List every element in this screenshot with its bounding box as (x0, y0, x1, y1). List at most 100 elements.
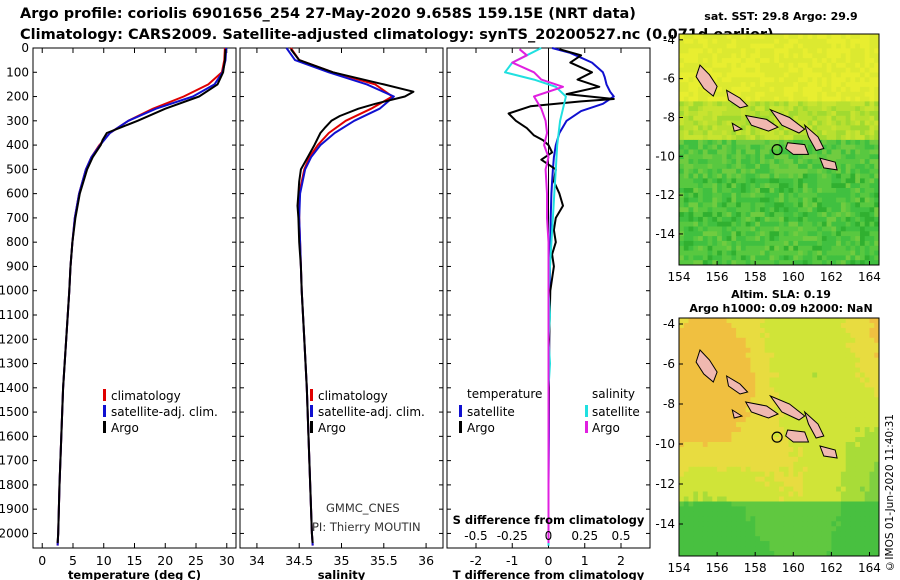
map-cell (698, 154, 704, 160)
map-cell (831, 120, 837, 126)
map-cell (736, 245, 742, 252)
map-cell (740, 382, 747, 388)
map-cell (783, 466, 790, 473)
map-cell (864, 48, 870, 54)
map-cell (731, 197, 737, 203)
map-cell (783, 197, 790, 203)
map-cell (693, 144, 699, 150)
legend-title-salinity: salinity (592, 387, 635, 401)
map-cell (679, 188, 685, 194)
map-cell (683, 125, 690, 131)
map-cell (817, 526, 823, 532)
map-cell (712, 240, 718, 247)
map-cell (860, 135, 866, 141)
map-cell (702, 531, 709, 537)
map-cell (788, 461, 794, 468)
map-cell (764, 115, 770, 122)
map-cell (774, 43, 780, 49)
map-cell (850, 178, 856, 184)
map-cell (845, 347, 851, 354)
map-cell (869, 437, 875, 443)
map-cell (798, 91, 804, 98)
map-cell (688, 192, 694, 199)
map-cell (702, 240, 709, 247)
map-cell (831, 318, 837, 324)
map-cell (802, 382, 809, 388)
map-cell (798, 531, 804, 537)
map-cell (855, 144, 861, 150)
map-cell (817, 197, 823, 203)
map-cell (845, 58, 851, 64)
map-cell (698, 422, 704, 428)
map-cell (840, 437, 847, 443)
map-cell (779, 101, 785, 107)
map-cell (855, 245, 861, 252)
map-cell (698, 192, 704, 199)
map-cell (764, 58, 770, 64)
map-cell (874, 501, 880, 507)
map-cell (860, 168, 866, 175)
map-cell (688, 521, 694, 527)
map-cell (807, 432, 813, 438)
map-cell (755, 221, 761, 227)
map-cell (774, 422, 780, 428)
map-cell (836, 318, 842, 324)
map-cell (683, 377, 690, 383)
map-cell (793, 178, 799, 184)
map-cell (836, 43, 842, 49)
map-cell (860, 188, 866, 194)
map-cell (707, 43, 713, 49)
map-cell (750, 531, 756, 537)
depth-tick-label: 500 (6, 162, 29, 176)
map-cell (702, 96, 709, 102)
map-cell (831, 516, 837, 522)
map-cell (802, 357, 809, 364)
map-cell (812, 412, 818, 418)
map-cell (860, 58, 866, 64)
map-cell (788, 216, 794, 223)
map-cell (688, 207, 694, 213)
map-cell (702, 62, 709, 69)
map-cell (688, 139, 694, 146)
map-cell (750, 412, 756, 418)
map-cell (855, 407, 861, 413)
map-cell (712, 362, 718, 369)
depth-tick-label: 1000 (0, 284, 29, 298)
map-cell (783, 486, 790, 493)
map-cell (798, 86, 804, 93)
map-cell (840, 471, 847, 478)
map-cell (779, 67, 785, 73)
map-cell (683, 417, 690, 423)
map-cell (755, 541, 761, 547)
map-cell (774, 197, 780, 203)
map-cell (869, 382, 875, 388)
map-cell (807, 48, 813, 54)
map-cell (726, 352, 732, 359)
map-cell (840, 551, 847, 557)
map-cell (807, 212, 813, 218)
map-cell (802, 476, 809, 483)
map-cell (874, 471, 880, 478)
map-cell (845, 221, 851, 227)
map-y-tick-label: -10 (655, 437, 675, 451)
map-cell (726, 188, 732, 194)
map-x-tick-label: 164 (858, 270, 881, 284)
map-cell (812, 417, 818, 423)
map-cell (860, 38, 866, 45)
map-cell (788, 111, 794, 117)
map-cell (688, 481, 694, 488)
map-cell (840, 347, 847, 354)
map-cell (874, 236, 880, 242)
map-cell (860, 446, 866, 453)
map-cell (840, 38, 847, 45)
map-cell (693, 342, 699, 349)
map-cell (712, 125, 718, 131)
map-cell (698, 526, 704, 532)
map-cell (869, 417, 875, 423)
map-cell (831, 551, 837, 557)
map-cell (736, 260, 742, 266)
map-cell (836, 72, 842, 78)
map-cell (836, 115, 842, 122)
map-cell (707, 173, 713, 179)
map-cell (831, 62, 837, 69)
